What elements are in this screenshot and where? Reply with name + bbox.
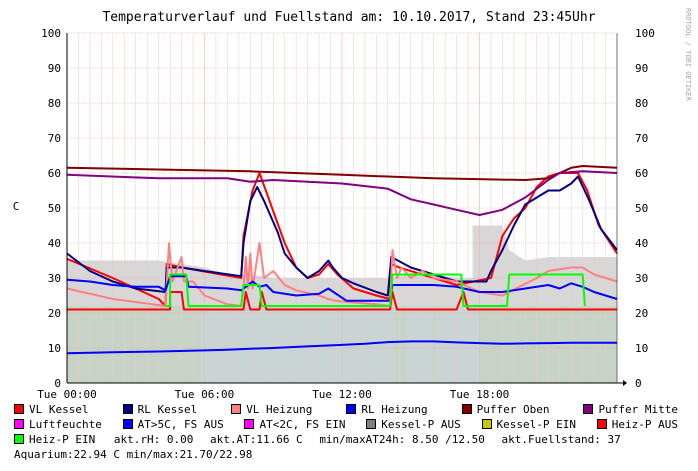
x-tick-label: Tue 12:00 bbox=[312, 388, 372, 400]
y-tick-label-right: 80 bbox=[635, 97, 648, 110]
stat-at: akt.AT:11.66 C bbox=[209, 433, 303, 446]
y-tick-label: 10 bbox=[48, 342, 61, 355]
legend-item: Luftfeuchte bbox=[14, 417, 102, 432]
y-tick-label: 40 bbox=[48, 237, 61, 250]
series-line bbox=[66, 165, 618, 181]
y-tick-label: 60 bbox=[48, 167, 61, 180]
legend-label: AT<2C, FS EIN bbox=[259, 418, 346, 431]
stat-minmax: min/maxAT24h: 8.50 /12.50 bbox=[319, 433, 485, 446]
y-axis-label: C bbox=[13, 200, 20, 213]
legend-swatch bbox=[14, 404, 24, 414]
legend-swatch bbox=[583, 404, 594, 414]
legend-label: Luftfeuchte bbox=[29, 418, 102, 431]
legend-swatch bbox=[244, 419, 255, 429]
y-tick-label-right: 70 bbox=[635, 132, 648, 145]
chart-title: Temperaturverlauf und Fuellstand am: 10.… bbox=[102, 10, 595, 25]
legend-item: Heiz-P AUS bbox=[596, 417, 678, 432]
y-tick-label: 0 bbox=[54, 377, 61, 390]
chart-svg: Temperaturverlauf und Fuellstand am: 10.… bbox=[12, 8, 692, 401]
legend-item: RL Kessel bbox=[122, 402, 198, 417]
x-axis-arrow bbox=[623, 380, 627, 386]
legend-item: Puffer Oben bbox=[461, 402, 550, 417]
legend-item: RL Heizung bbox=[346, 402, 428, 417]
y-tick-label-right: 90 bbox=[635, 62, 648, 75]
y-tick-label: 100 bbox=[41, 27, 61, 40]
legend-row: Heiz-P EIN akt.rH: 0.00 akt.AT:11.66 C m… bbox=[14, 432, 698, 447]
y-tick-label: 20 bbox=[48, 307, 61, 320]
y-tick-label-right: 0 bbox=[635, 377, 642, 390]
legend-label: RL Kessel bbox=[137, 403, 198, 416]
y-tick-label-right: 100 bbox=[635, 27, 655, 40]
legend-row: Luftfeuchte AT>5C, FS AUS AT<2C, FS EIN Kes… bbox=[14, 417, 680, 432]
legend-swatch bbox=[231, 404, 242, 414]
x-tick-label: Tue 06:00 bbox=[175, 388, 235, 400]
legend-item: Heiz-P EIN bbox=[14, 432, 95, 447]
legend-swatch bbox=[366, 419, 377, 429]
legend-label: Kessel-P EIN bbox=[496, 418, 577, 431]
series-line bbox=[66, 340, 617, 355]
y-tick-label: 30 bbox=[48, 272, 61, 285]
legend-item: AT>5C, FS AUS bbox=[122, 417, 224, 432]
y-tick-label-right: 60 bbox=[635, 167, 648, 180]
legend-label: RL Heizung bbox=[361, 403, 428, 416]
legend-item: Kessel-P EIN bbox=[481, 417, 577, 432]
legend-item: Kessel-P AUS bbox=[366, 417, 461, 432]
legend-swatch bbox=[122, 404, 133, 414]
legend-swatch bbox=[14, 419, 24, 429]
stat-fuellstand: akt.Fuellstand: 37 bbox=[501, 433, 621, 446]
y-tick-label: 50 bbox=[48, 202, 61, 215]
series-line bbox=[66, 170, 618, 216]
legend-swatch bbox=[346, 404, 357, 414]
legend-swatch bbox=[481, 419, 492, 429]
x-tick-label: Tue 00:00 bbox=[37, 388, 97, 400]
y-tick-label: 80 bbox=[48, 97, 61, 110]
legend-item: AT<2C, FS EIN bbox=[244, 417, 346, 432]
y-tick-label-right: 20 bbox=[635, 307, 648, 320]
legend-row: VL Kessel RL Kessel VL Heizung RL Heizung Pu… bbox=[14, 402, 680, 417]
legend-label: Puffer Oben bbox=[476, 403, 550, 416]
y-tick-label-right: 30 bbox=[635, 272, 648, 285]
legend-label: Puffer Mitte bbox=[598, 403, 678, 416]
legend-label: Heiz-P AUS bbox=[611, 418, 678, 431]
watermark: RRDTOOL / TOBI OETIKER bbox=[684, 8, 692, 102]
legend-item: Puffer Mitte bbox=[583, 402, 678, 417]
legend-swatch bbox=[596, 419, 607, 429]
legend-row: Aquarium:22.94 C min/max:21.70/22.98 bbox=[14, 447, 698, 462]
legend-label: AT>5C, FS AUS bbox=[137, 418, 224, 431]
legend-label: VL Kessel bbox=[29, 403, 89, 416]
y-tick-label-right: 40 bbox=[635, 237, 648, 250]
y-tick-label: 90 bbox=[48, 62, 61, 75]
x-tick-label: Tue 18:00 bbox=[450, 388, 510, 400]
plot-area: 0 0 10 10 20 20 30 30 40 40 50 50 60 60 70 70 80 80 90 90 10… bbox=[37, 27, 655, 401]
series-line bbox=[66, 275, 618, 302]
y-tick-label-right: 50 bbox=[635, 202, 648, 215]
stat-rh: akt.rH: 0.00 bbox=[113, 433, 194, 446]
legend-label: VL Heizung bbox=[246, 403, 313, 416]
legend-swatch bbox=[122, 419, 133, 429]
legend-item: VL Heizung bbox=[231, 402, 312, 417]
y-tick-label-right: 10 bbox=[635, 342, 648, 355]
legend-swatch bbox=[14, 434, 24, 444]
legend: VL Kessel RL Kessel VL Heizung RL Heizung Pu… bbox=[14, 402, 698, 462]
series-line bbox=[165, 273, 586, 307]
legend-label: Kessel-P AUS bbox=[381, 418, 461, 431]
legend-label: Heiz-P EIN bbox=[29, 433, 96, 446]
stat-aquarium: Aquarium:22.94 C min/max:21.70/22.98 bbox=[14, 448, 253, 461]
series-line bbox=[66, 175, 618, 297]
y-tick-label: 70 bbox=[48, 132, 61, 145]
legend-swatch bbox=[461, 404, 472, 414]
legend-item: VL Kessel bbox=[14, 402, 89, 417]
